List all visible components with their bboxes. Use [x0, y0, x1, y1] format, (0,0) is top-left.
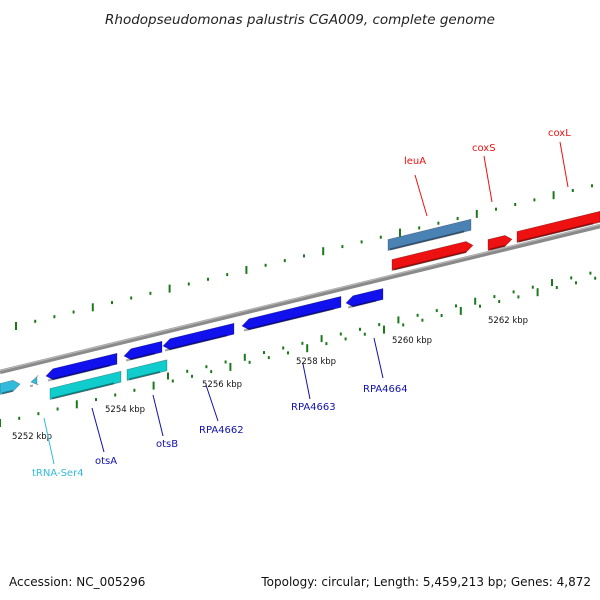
scale-label: 5260 kbp [392, 336, 432, 346]
gene-otsa[interactable] [49, 370, 122, 400]
gene-trna-ser4[interactable] [0, 379, 21, 395]
gene-coxl[interactable] [516, 210, 600, 243]
gene-leua-shadow [389, 230, 465, 251]
lower-tick-track [0, 276, 597, 427]
gene-red-1[interactable] [391, 241, 474, 271]
gene-trna-fragment[interactable] [30, 375, 40, 386]
gene-red-1-shadow [393, 251, 467, 271]
gene-coxl-shadow [518, 222, 594, 243]
gene-rpa4664[interactable] [345, 288, 384, 308]
gene-rpa4663-shadow [243, 307, 335, 332]
genome-summary-text: Topology: circular; Length: 5,459,213 bp… [260, 575, 591, 589]
scale-label: 5252 kbp [12, 432, 52, 442]
gene-label-rpa4663[interactable]: RPA4663 [291, 402, 336, 413]
scale-label: 5254 kbp [105, 405, 145, 415]
gene-rpa4664-shadow [347, 299, 377, 309]
gene-trna-ser4-shadow [1, 389, 14, 395]
genome-backbone [0, 223, 600, 375]
scale-labels: 5252 kbp 5254 kbp 5256 kbp 5258 kbp 5260… [12, 316, 528, 442]
scale-label: 5262 kbp [488, 316, 528, 326]
gene-label-coxl[interactable]: coxL [548, 128, 571, 139]
scale-label: 5256 kbp [202, 380, 242, 390]
gene-rpa4662-shadow [164, 334, 228, 352]
gene-label-trna-ser4[interactable]: tRNA-Ser4 [32, 468, 84, 479]
gene-label-otsa[interactable]: otsA [95, 456, 117, 467]
gene-trna-fragment-shadow [29, 384, 34, 388]
scale-label: 5258 kbp [296, 357, 336, 367]
gene-label-rpa4664[interactable]: RPA4664 [363, 384, 408, 395]
gene-labels: tRNA-Ser4 otsA otsB RPA4662 RPA4663 RPA4… [32, 128, 571, 479]
accession-text: Accession: NC_005296 [9, 575, 145, 589]
gene-otsb-shadow [128, 371, 161, 381]
gene-coxs[interactable] [487, 235, 513, 251]
gene-label-leua[interactable]: leuA [404, 156, 426, 167]
callout-lines [43, 141, 569, 465]
gene-blue-1-shadow [47, 364, 111, 382]
gene-blue-1[interactable] [45, 352, 118, 381]
gene-leua[interactable] [387, 218, 472, 251]
gene-otsb[interactable] [126, 359, 168, 381]
upper-tick-track [15, 184, 593, 330]
gene-label-coxs[interactable]: coxS [472, 143, 496, 154]
gene-track [0, 210, 600, 400]
gene-label-rpa4662[interactable]: RPA4662 [199, 425, 244, 436]
gene-label-otsb[interactable]: otsB [156, 439, 178, 450]
gene-otsa-shadow [51, 382, 115, 400]
gene-rpa4663[interactable] [241, 296, 342, 331]
gene-coxs-shadow [489, 244, 506, 251]
map-title: Rhodopseudomonas palustris CGA009, compl… [105, 12, 495, 28]
inner-tick-track [167, 271, 592, 380]
gene-blue-2-shadow [125, 352, 156, 362]
gene-rpa4662[interactable] [162, 322, 235, 351]
gene-blue-2[interactable] [123, 340, 163, 361]
